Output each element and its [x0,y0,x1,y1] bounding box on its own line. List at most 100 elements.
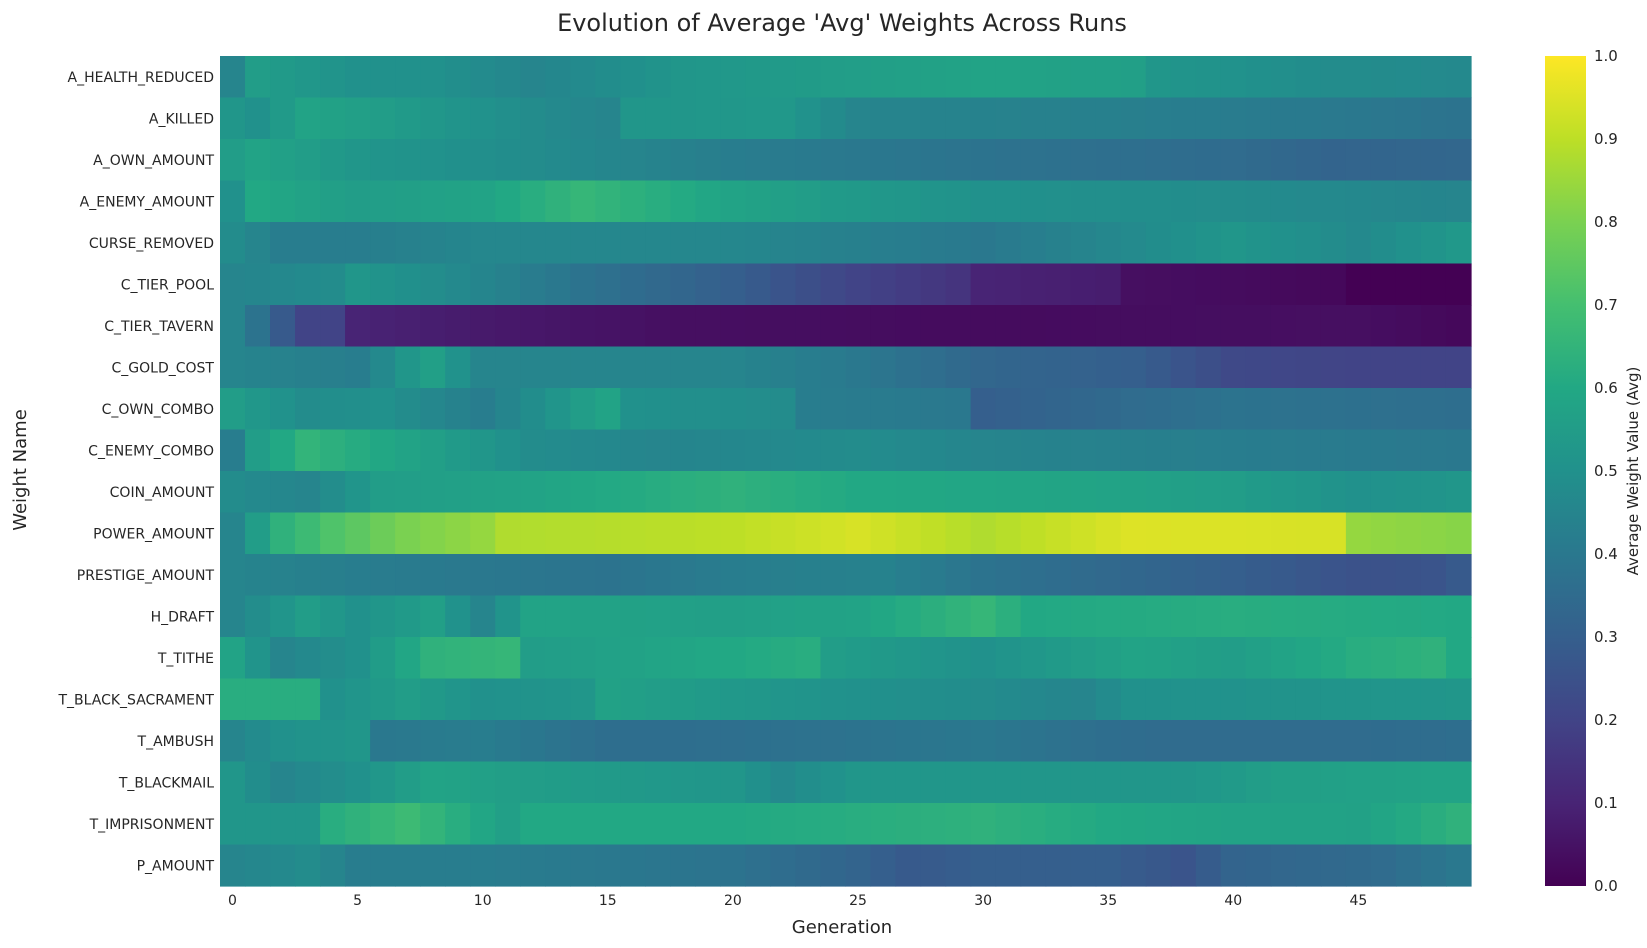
heatmap-cell [570,56,596,99]
heatmap-cell [1370,180,1397,223]
heatmap-cell [1395,180,1422,223]
heatmap-cell [1145,471,1172,514]
heatmap-cell [1395,222,1422,265]
heatmap-cell [1120,139,1147,182]
heatmap-cell [395,429,421,472]
heatmap-cell [245,346,271,389]
heatmap-cell [420,56,446,99]
heatmap-cell [1120,595,1147,638]
heatmap-cell [795,512,822,555]
heatmap-cell [620,720,646,763]
heatmap-cell [845,803,872,846]
heatmap-cell [695,263,721,306]
heatmap-cell [970,803,997,846]
heatmap-cell [670,803,696,846]
heatmap-cell [245,429,271,472]
heatmap-cell [1095,346,1122,389]
heatmap-cell [645,222,671,265]
heatmap-cell [745,388,772,431]
heatmap-cell [1270,844,1297,887]
heatmap-cell [1445,471,1472,514]
heatmap-cell [595,720,621,763]
heatmap-cell [820,139,847,182]
heatmap-cell [670,678,696,721]
heatmap-cell [695,512,721,555]
heatmap-cell [595,388,621,431]
heatmap-cell [470,471,496,514]
heatmap-cell [570,139,596,182]
heatmap-cell [1045,720,1072,763]
heatmap-cell [1245,471,1272,514]
heatmap-cell [545,56,571,99]
heatmap-cell [295,305,321,348]
heatmap-cell [845,761,872,804]
heatmap-cell [1320,471,1347,514]
heatmap-cell [1095,180,1122,223]
heatmap-cell [995,471,1022,514]
heatmap-cell [245,180,271,223]
heatmap-cell [1220,139,1247,182]
heatmap-cell [320,595,346,638]
heatmap-cell [495,346,521,389]
heatmap-cell [695,346,721,389]
heatmap-cell [770,388,797,431]
heatmap-cell [1045,678,1072,721]
heatmap-cell [1095,388,1122,431]
heatmap-cell [320,761,346,804]
heatmap-cell [1095,263,1122,306]
heatmap-cell [670,388,696,431]
heatmap-cell [370,844,396,887]
heatmap-cell [370,761,396,804]
heatmap-cell [495,761,521,804]
heatmap-cell [1045,637,1072,680]
heatmap-cell [1320,429,1347,472]
heatmap-cell [945,637,972,680]
heatmap-cell [545,305,571,348]
heatmap-cell [1295,180,1322,223]
heatmap-cell [1295,512,1322,555]
heatmap-cell [420,180,446,223]
heatmap-cell [1420,803,1447,846]
x-axis-label: Generation [792,917,892,938]
heatmap-cell [1220,180,1247,223]
heatmap-cell [420,761,446,804]
heatmap-cell [795,803,822,846]
heatmap-cell [1120,305,1147,348]
heatmap-cell [270,180,296,223]
heatmap-cell [845,388,872,431]
heatmap-cell [1020,761,1047,804]
heatmap-cell [1195,388,1222,431]
heatmap-cell [720,56,747,99]
heatmap-cell [570,720,596,763]
heatmap-cell [470,554,496,597]
heatmap-cell [1420,595,1447,638]
heatmap-cell [545,471,571,514]
y-tick-label: A_KILLED [149,111,214,127]
heatmap-cell [295,56,321,99]
heatmap-cell [1170,263,1197,306]
heatmap-cell [895,637,922,680]
heatmap-cell [1345,97,1372,140]
heatmap-cell [770,761,797,804]
heatmap-cell [320,56,346,99]
heatmap-cell [970,97,997,140]
heatmap-cell [1345,305,1372,348]
heatmap-cell [1270,346,1297,389]
heatmap-cell [345,388,371,431]
heatmap-cell [1245,56,1272,99]
heatmap-cell [270,512,296,555]
heatmap-cell [1020,720,1047,763]
heatmap-cell [945,471,972,514]
heatmap-cell [920,222,947,265]
heatmap-cell [1095,429,1122,472]
heatmap-cell [995,139,1022,182]
heatmap-cell [1395,512,1422,555]
heatmap-cell [620,803,646,846]
heatmap-cell [595,180,621,223]
heatmap-cell [945,678,972,721]
heatmap-cell [570,803,596,846]
heatmap-cell [570,844,596,887]
heatmap-cell [270,471,296,514]
heatmap-cell [1370,222,1397,265]
y-tick-label: POWER_AMOUNT [93,526,214,542]
